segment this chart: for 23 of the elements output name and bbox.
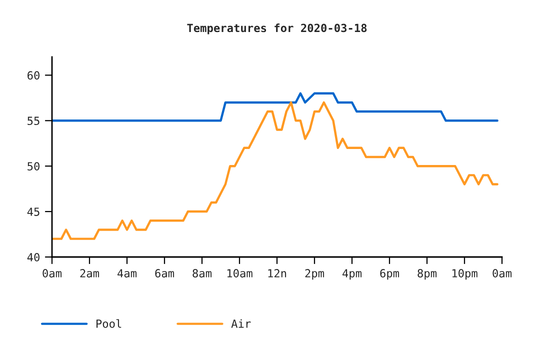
line-series bbox=[52, 101, 498, 240]
y-tick-label: 50 bbox=[28, 162, 40, 170]
y-tick-label: 60 bbox=[28, 71, 40, 80]
x-tick-label: 8am bbox=[192, 269, 212, 278]
y-tick-label: 55 bbox=[28, 116, 40, 126]
y-tick-label: 45 bbox=[27, 208, 40, 216]
x-tick-label: 2am bbox=[80, 269, 100, 278]
x-tick-label: 6am bbox=[155, 269, 174, 278]
legend-label: Air bbox=[231, 319, 251, 328]
line-series bbox=[52, 92, 498, 122]
x-tick-label: 4am bbox=[118, 269, 137, 278]
x-tick-label: 10pm bbox=[452, 269, 478, 280]
x-tick-label: 4pm bbox=[342, 269, 362, 280]
chart-title: Temperatures for 2020-03-18 bbox=[187, 24, 367, 34]
legend-label: Pool bbox=[96, 319, 122, 328]
x-tick-label: 2pm bbox=[305, 269, 324, 280]
x-tick-label: 0am bbox=[42, 269, 62, 278]
x-tick-label: 8pm bbox=[418, 269, 437, 280]
x-tick-label: 12n bbox=[268, 269, 286, 278]
y-tick-label: 40 bbox=[27, 253, 40, 262]
x-tick-label: 0am bbox=[492, 269, 512, 278]
x-tick-label: 10am bbox=[227, 269, 252, 278]
x-tick-label: 6pm bbox=[380, 269, 400, 280]
